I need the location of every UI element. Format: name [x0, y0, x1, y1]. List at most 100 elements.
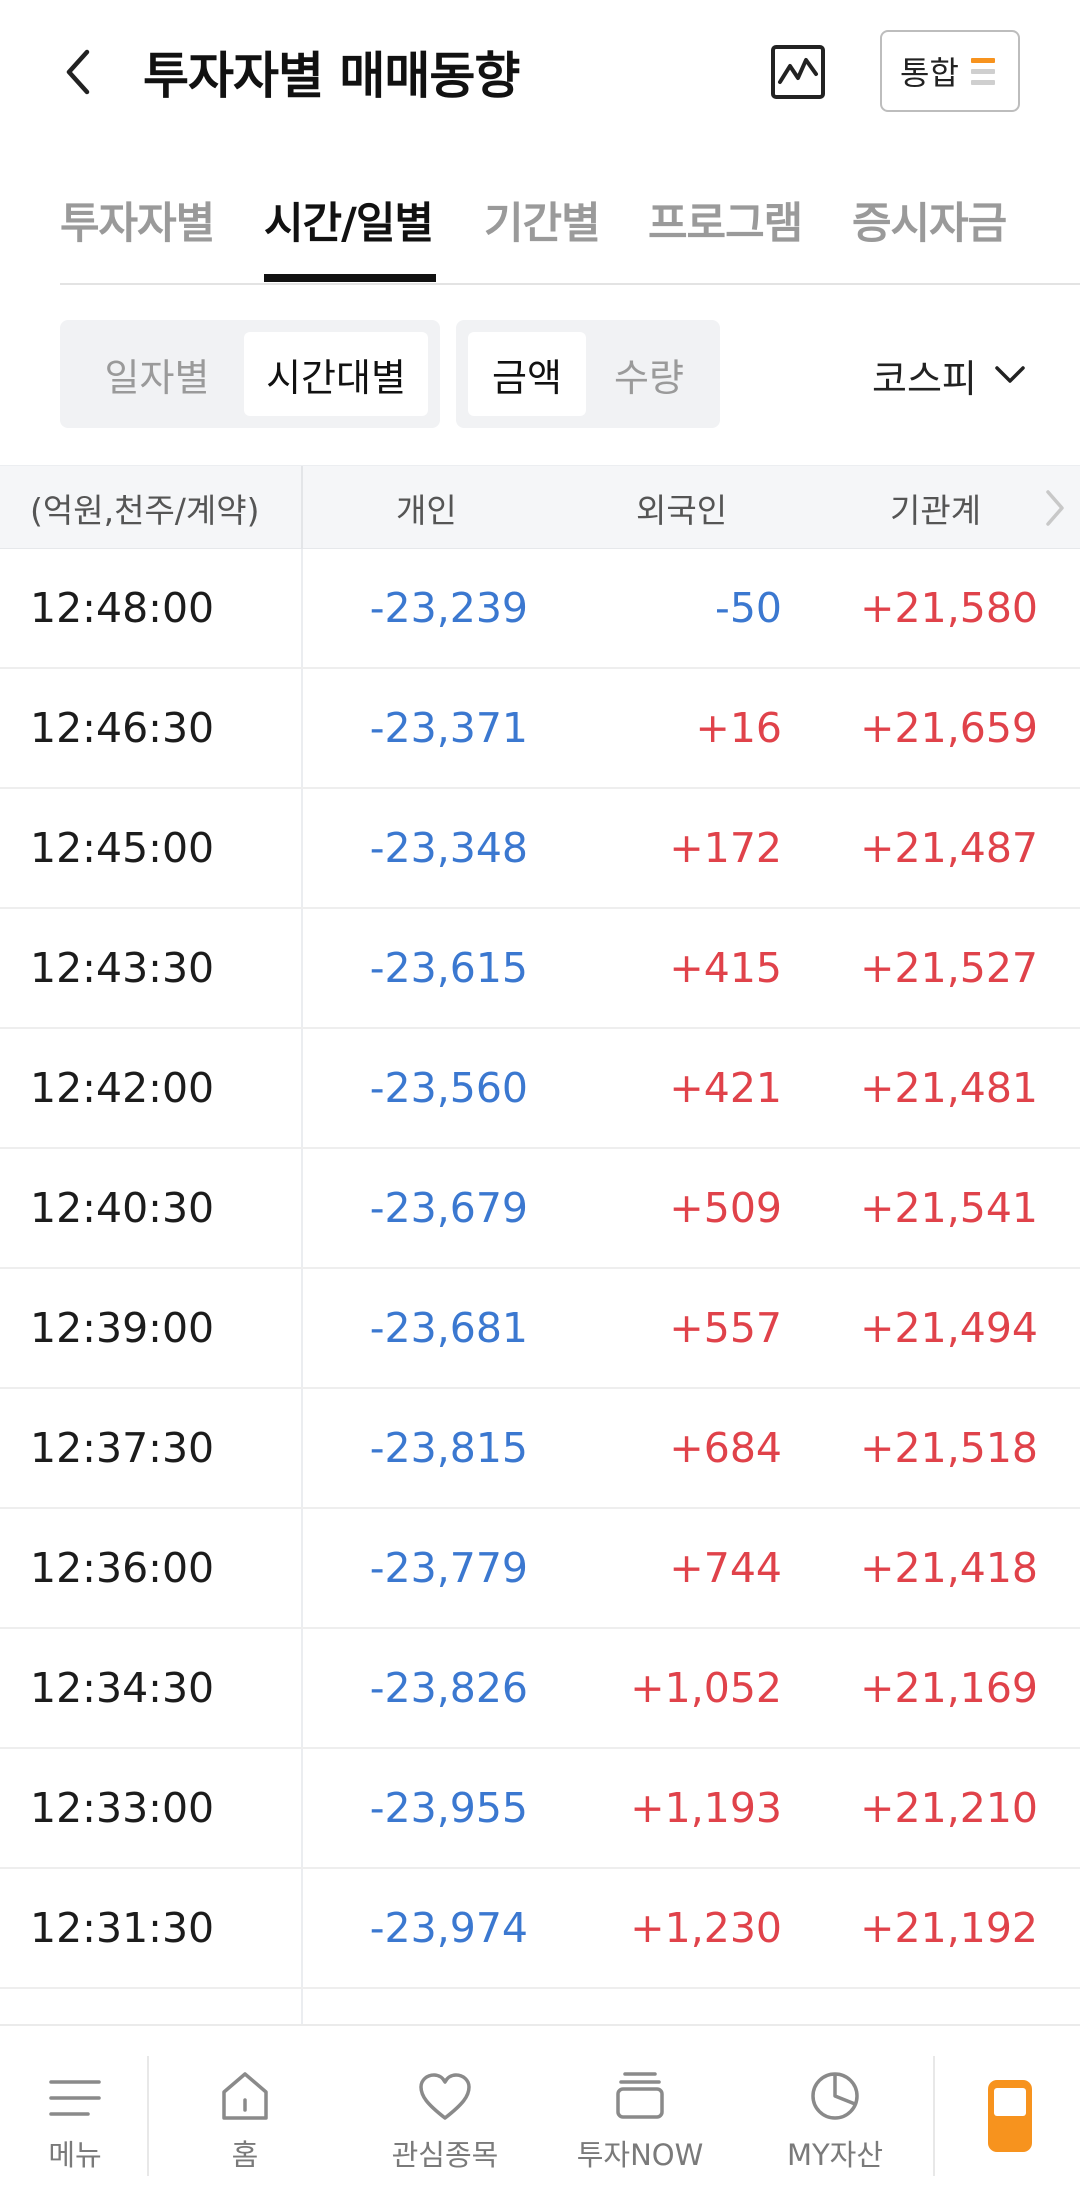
- nav-separator: [933, 2056, 935, 2176]
- row-time: 12:31:30: [30, 1904, 215, 1952]
- nav-label-my-assets: MY자산: [786, 2138, 884, 2172]
- home-icon: [220, 2056, 270, 2122]
- bottom-navigation: 메뉴 홈 관심종목: [0, 2024, 1080, 2202]
- row-foreign-value: +16: [695, 704, 782, 752]
- segment-by-time[interactable]: 시간대별: [244, 332, 428, 416]
- unit-segment: 금액 수량: [456, 320, 720, 428]
- row-foreign-value: +415: [669, 944, 782, 992]
- row-institution-value: +21,494: [860, 1304, 1038, 1352]
- mobile-phone-icon[interactable]: [988, 2080, 1032, 2152]
- row-individual-value: -23,679: [369, 1184, 528, 1232]
- tab-market-funds[interactable]: 증시자금: [852, 199, 1007, 249]
- row-time: 12:48:00: [30, 584, 215, 632]
- nav-label-menu: 메뉴: [48, 2138, 102, 2172]
- tv-stack-icon: [615, 2056, 665, 2122]
- nav-label-home: 홈: [231, 2138, 259, 2172]
- row-individual-value: -23,779: [369, 1544, 528, 1592]
- table-row[interactable]: 12:37:30 -23,815 +684 +21,518: [0, 1389, 1080, 1509]
- row-foreign-value: +744: [669, 1544, 782, 1592]
- row-individual-value: -23,955: [369, 1784, 528, 1832]
- row-individual-value: -23,615: [369, 944, 528, 992]
- back-button[interactable]: [48, 40, 108, 104]
- tab-program[interactable]: 프로그램: [648, 199, 803, 249]
- tab-by-investor[interactable]: 투자자별: [60, 199, 215, 249]
- table-row[interactable]: 12:45:00 -23,348 +172 +21,487: [0, 789, 1080, 909]
- header-divider: [301, 466, 303, 550]
- table-header: (억원,천주/계약) 개인 외국인 기관계: [0, 465, 1080, 550]
- category-tabs: 투자자별 시간/일별 기간별 프로그램 증시자금: [60, 175, 1080, 285]
- pie-chart-icon: [809, 2056, 861, 2122]
- nav-menu[interactable]: 메뉴: [20, 2026, 130, 2202]
- chevron-right-icon: [1046, 490, 1064, 526]
- row-institution-value: +21,481: [860, 1064, 1038, 1112]
- row-institution-value: +21,527: [860, 944, 1038, 992]
- row-foreign-value: +172: [669, 824, 782, 872]
- table-row[interactable]: 12:31:30 -23,974 +1,230 +21,192: [0, 1869, 1080, 1989]
- table-row[interactable]: 12:39:00 -23,681 +557 +21,494: [0, 1269, 1080, 1389]
- nav-watchlist[interactable]: 관심종목: [360, 2026, 530, 2202]
- row-individual-value: -23,681: [369, 1304, 528, 1352]
- table-row[interactable]: 12:46:30 -23,371 +16 +21,659: [0, 669, 1080, 789]
- header-unit: (억원,천주/계약): [30, 491, 260, 530]
- table-row[interactable]: 12:42:00 -23,560 +421 +21,481: [0, 1029, 1080, 1149]
- nav-home[interactable]: 홈: [190, 2026, 300, 2202]
- nav-label-invest-now: 투자NOW: [576, 2138, 704, 2172]
- chevron-left-icon: [66, 49, 90, 95]
- app-header: 투자자별 매매동향 통합: [0, 0, 1080, 145]
- chart-view-button[interactable]: [764, 38, 832, 106]
- row-individual-value: -23,348: [369, 824, 528, 872]
- row-institution-value: +21,518: [860, 1424, 1038, 1472]
- integrated-button[interactable]: 통합: [880, 30, 1020, 112]
- row-foreign-value: +421: [669, 1064, 782, 1112]
- nav-separator: [147, 2056, 149, 2176]
- nav-label-watchlist: 관심종목: [391, 2138, 499, 2172]
- table-row[interactable]: 12:34:30 -23,826 +1,052 +21,169: [0, 1629, 1080, 1749]
- line-chart-icon: [771, 45, 825, 99]
- row-time: 12:37:30: [30, 1424, 215, 1472]
- row-time: 12:40:30: [30, 1184, 215, 1232]
- row-foreign-value: +509: [669, 1184, 782, 1232]
- row-institution-value: +21,541: [860, 1184, 1038, 1232]
- table-body[interactable]: 12:48:00 -23,239 -50 +21,580 12:46:30 -23,371…: [0, 549, 1080, 2024]
- chevron-down-icon: [995, 366, 1025, 383]
- page-title: 투자자별 매매동향: [143, 47, 520, 105]
- table-row[interactable]: 12:36:00 -23,779 +744 +21,418: [0, 1509, 1080, 1629]
- table-row[interactable]: 12:48:00 -23,239 -50 +21,580: [0, 549, 1080, 669]
- tab-time-daily[interactable]: 시간/일별: [264, 199, 434, 249]
- integrated-label: 통합: [900, 54, 959, 92]
- row-time: 12:45:00: [30, 824, 215, 872]
- header-foreign: 외국인: [636, 491, 728, 530]
- row-institution-value: +21,169: [860, 1664, 1038, 1712]
- row-institution-value: +21,487: [860, 824, 1038, 872]
- nav-my-assets[interactable]: MY자산: [770, 2026, 900, 2202]
- row-individual-value: -23,560: [369, 1064, 528, 1112]
- table-row[interactable]: 12:43:30 -23,615 +415 +21,527: [0, 909, 1080, 1029]
- row-institution-value: +21,580: [860, 584, 1038, 632]
- heart-icon: [417, 2056, 473, 2122]
- market-select[interactable]: 코스피: [872, 345, 1025, 405]
- segment-amount[interactable]: 금액: [468, 332, 586, 416]
- column-divider: [301, 549, 303, 2024]
- row-time: 12:42:00: [30, 1064, 215, 1112]
- row-individual-value: -23,815: [369, 1424, 528, 1472]
- tab-by-period[interactable]: 기간별: [484, 199, 601, 249]
- table-row[interactable]: 12:40:30 -23,679 +509 +21,541: [0, 1149, 1080, 1269]
- row-individual-value: -23,826: [369, 1664, 528, 1712]
- nav-invest-now[interactable]: 투자NOW: [560, 2026, 720, 2202]
- row-foreign-value: +1,193: [630, 1784, 782, 1832]
- row-time: 12:33:00: [30, 1784, 215, 1832]
- header-individual: 개인: [396, 491, 457, 530]
- row-time: 12:43:30: [30, 944, 215, 992]
- row-time: 12:39:00: [30, 1304, 215, 1352]
- segment-quantity[interactable]: 수량: [614, 355, 684, 400]
- segment-by-date[interactable]: 일자별: [104, 355, 210, 400]
- table-row[interactable]: 12:33:00 -23,955 +1,193 +21,210: [0, 1749, 1080, 1869]
- row-institution-value: +21,418: [860, 1544, 1038, 1592]
- menu-bars-icon: [970, 57, 995, 85]
- hamburger-menu-icon: [48, 2056, 102, 2122]
- row-individual-value: -23,974: [369, 1904, 528, 1952]
- row-individual-value: -23,371: [369, 704, 528, 752]
- scroll-right-button[interactable]: [1030, 466, 1080, 550]
- row-time: 12:36:00: [30, 1544, 215, 1592]
